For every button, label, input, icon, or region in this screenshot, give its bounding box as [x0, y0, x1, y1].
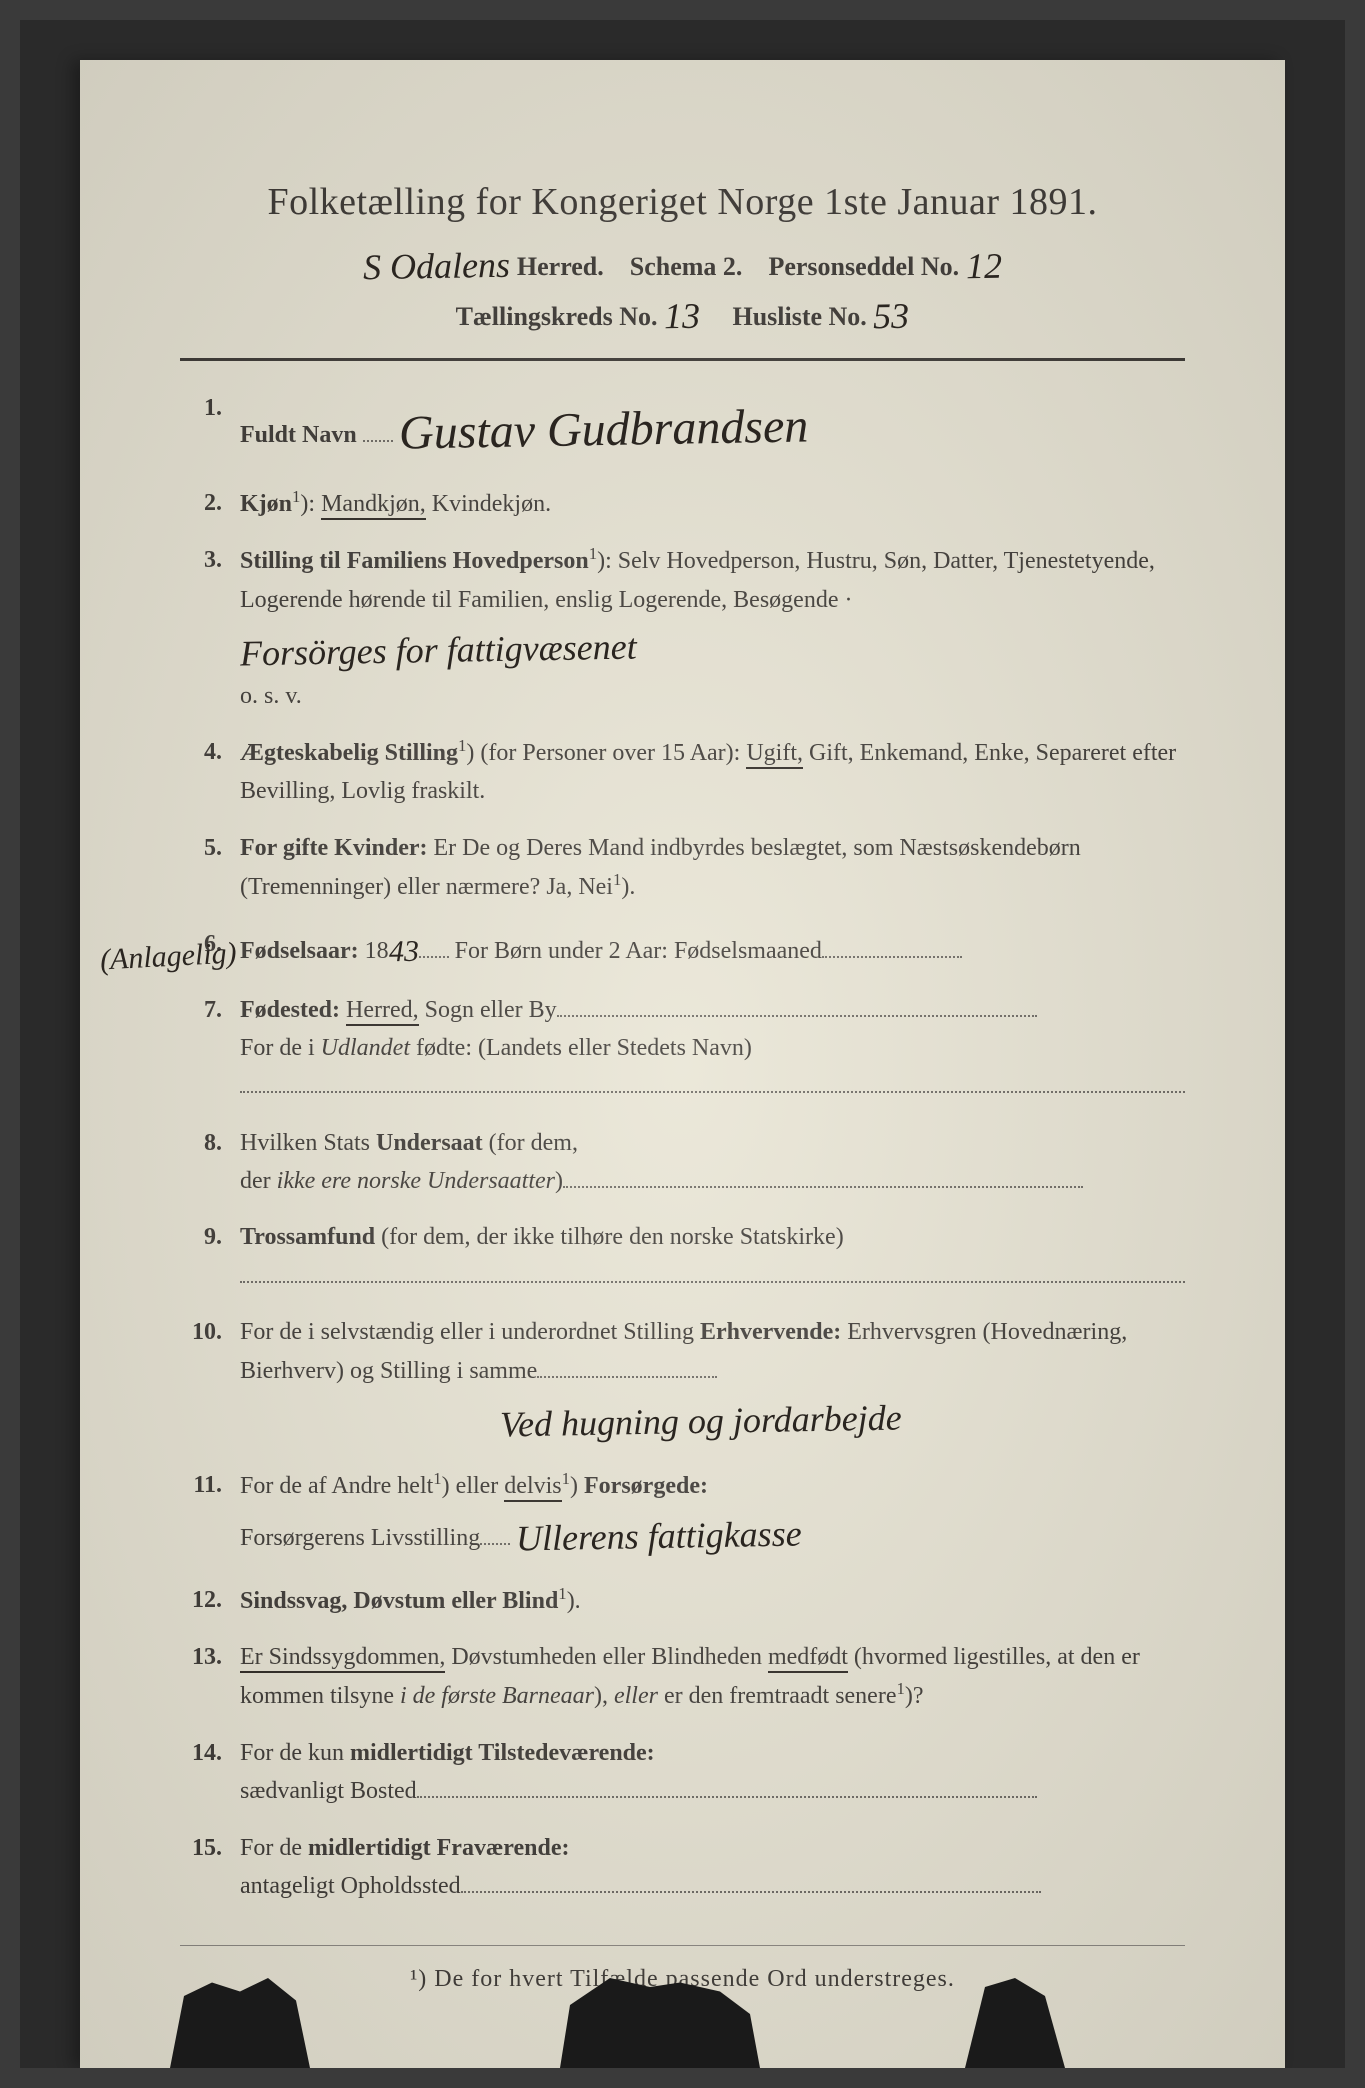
herred-label: Herred.: [517, 252, 604, 281]
item-5-related: 5. For gifte Kvinder: Er De og Deres Man…: [180, 829, 1185, 907]
margin-annotation: (Anlagelig): [99, 936, 237, 977]
relation-value: Forsörges for fattigvæsenet: [240, 619, 638, 684]
item-6-birthyear: 6. Fødselsaar: 1843 For Børn under 2 Aar…: [180, 925, 1185, 973]
item-7-birthplace: 7. Fødested: Herred, Sogn eller By For d…: [180, 991, 1185, 1106]
full-name-value: Gustav Gudbrandsen: [398, 388, 809, 472]
item-9-religion: 9. Trossamfund (for dem, der ikke tilhør…: [180, 1218, 1185, 1295]
item-3-relation: 3. Stilling til Familiens Hovedperson1):…: [180, 541, 1185, 715]
item-13-congenital: 13. Er Sindssygdommen, Døvstumheden elle…: [180, 1638, 1185, 1716]
form-title: Folketælling for Kongeriget Norge 1ste J…: [180, 180, 1185, 224]
kreds-label: Tællingskreds No.: [456, 302, 658, 331]
item-12-disability: 12. Sindssvag, Døvstum eller Blind1).: [180, 1581, 1185, 1620]
header-divider: [180, 358, 1185, 361]
item-4-marital: 4. Ægteskabelig Stilling1) (for Personer…: [180, 733, 1185, 811]
form-items: 1. Fuldt Navn Gustav Gudbrandsen 2. Kjøn…: [180, 389, 1185, 1905]
supporter-value: Ullerens fattigkasse: [516, 1506, 803, 1569]
header-line-1: S Odalens Herred. Schema 2. Personseddel…: [180, 242, 1185, 284]
personseddel-value: 12: [965, 245, 1002, 288]
herred-value: S Odalens: [363, 244, 511, 289]
kreds-value: 13: [664, 295, 701, 338]
page-container: Folketælling for Kongeriget Norge 1ste J…: [20, 20, 1345, 2068]
item-2-gender: 2. Kjøn1): Mandkjøn, Kvindekjøn.: [180, 484, 1185, 523]
census-form-paper: Folketælling for Kongeriget Norge 1ste J…: [80, 60, 1285, 2068]
item-15-temporary-absent: 15. For de midlertidigt Fraværende: anta…: [180, 1829, 1185, 1906]
item-11-supported: 11. For de af Andre helt1) eller delvis1…: [180, 1466, 1185, 1563]
item-10-occupation: 10. For de i selvstændig eller i underor…: [180, 1313, 1185, 1447]
item-14-temporary-present: 14. For de kun midlertidigt Tilstedevære…: [180, 1734, 1185, 1811]
header-line-2: Tællingskreds No. 13 Husliste No. 53: [180, 292, 1185, 334]
personseddel-label: Personseddel No.: [768, 252, 959, 281]
schema-label: Schema 2.: [630, 252, 743, 281]
occupation-value: Ved hugning og jordarbejde: [500, 1390, 903, 1455]
item-1-name: 1. Fuldt Navn Gustav Gudbrandsen: [180, 389, 1185, 466]
birthyear-value: 43: [388, 927, 419, 976]
item-8-nationality: 8. Hvilken Stats Undersaat (for dem, der…: [180, 1124, 1185, 1201]
husliste-value: 53: [873, 295, 910, 338]
husliste-label: Husliste No.: [732, 302, 866, 331]
